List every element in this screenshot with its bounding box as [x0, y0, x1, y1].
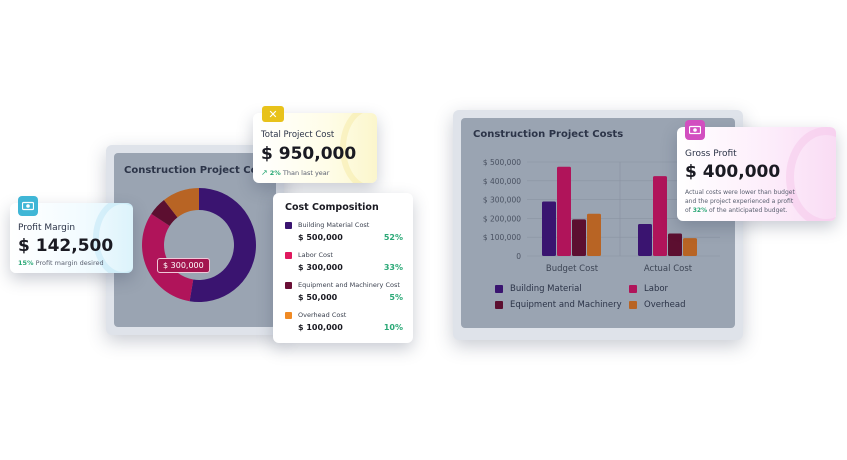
composition-item-name: Labor Cost [298, 251, 333, 259]
legend-swatch [285, 282, 292, 289]
gross-profit-note-3: of 32% of the anticipated budget. [685, 207, 787, 214]
card-decor [93, 203, 133, 273]
profit-margin-label: Profit Margin [18, 223, 76, 233]
bar-chart-title: Construction Project Costs [473, 129, 624, 140]
total-cost-label: Total Project Cost [261, 130, 335, 140]
total-cost-note-text: Than last year [282, 169, 330, 177]
composition-item-value: $ 300,000 [298, 263, 343, 272]
gross-profit-note-1: Actual costs were lower than budget [685, 189, 795, 196]
bar-labor-actual-cost[interactable] [653, 176, 667, 256]
legend-label: Overhead [644, 300, 686, 310]
card-decor [786, 127, 836, 221]
total-cost-trend: 2% [269, 169, 281, 177]
composition-item-value: $ 500,000 [298, 233, 343, 242]
total-cost-value: $ 950,000 [261, 144, 357, 164]
bar-building-material-budget-cost[interactable] [542, 201, 556, 256]
money-icon [18, 196, 38, 216]
composition-item-name: Building Material Cost [298, 221, 370, 229]
legend-swatch [285, 252, 292, 259]
legend-label: Equipment and Machinery [510, 300, 622, 310]
legend-swatch [629, 301, 637, 309]
profit-margin-note-text: Profit margin desired [35, 259, 104, 267]
legend-label: Labor [644, 284, 669, 294]
donut-slice-overhead[interactable] [163, 188, 199, 218]
bar-equipment-and-machinery-budget-cost[interactable] [572, 219, 586, 256]
y-tick-label: $ 100,000 [483, 233, 521, 242]
y-tick-label: $ 400,000 [483, 177, 521, 186]
composition-title: Cost Composition [285, 202, 379, 213]
legend-label: Building Material [510, 284, 582, 294]
donut-title: Construction Project Cost [124, 165, 269, 176]
cost-composition-card[interactable]: Cost Composition Building Material Cost … [273, 193, 413, 343]
gross-profit-note-2: and the project experienced a profit [685, 198, 794, 205]
donut-slice-equipment-and-machinery[interactable] [151, 200, 178, 226]
donut-slice-building-material[interactable] [189, 188, 257, 302]
bar-overhead-budget-cost[interactable] [587, 213, 601, 256]
trend-up-icon: ↗ [261, 168, 268, 177]
composition-item-value: $ 100,000 [298, 323, 343, 332]
total-cost-card[interactable]: Total Project Cost $ 950,000 ↗ 2% Than l… [253, 113, 377, 183]
legend-swatch [285, 312, 292, 319]
bar-labor-budget-cost[interactable] [557, 166, 571, 256]
legend-swatch [495, 285, 503, 293]
y-tick-label: $ 300,000 [483, 196, 521, 205]
profit-margin-note: 15% Profit margin desired [18, 259, 104, 267]
profit-margin-card[interactable]: Profit Margin $ 142,500 15% Profit margi… [10, 203, 133, 273]
donut-callout: $ 300,000 [157, 258, 210, 273]
legend-item: Building Material [495, 284, 582, 294]
composition-item-name: Equipment and Machinery Cost [298, 281, 400, 289]
money-icon [685, 120, 705, 140]
gross-profit-value: $ 400,000 [685, 162, 781, 182]
total-cost-note: ↗ 2% Than last year [261, 168, 329, 177]
bar-equipment-and-machinery-actual-cost[interactable] [668, 233, 682, 256]
gross-profit-pct: 32% [692, 207, 708, 214]
bar-building-material-actual-cost[interactable] [638, 224, 652, 256]
card-decor [340, 113, 377, 183]
composition-item-pct: 10% [383, 323, 403, 332]
legend-swatch [629, 285, 637, 293]
composition-item-pct: 52% [383, 233, 403, 242]
y-tick-label: $ 200,000 [483, 214, 521, 223]
y-tick-label: 0 [516, 252, 521, 261]
profit-margin-value: $ 142,500 [18, 236, 114, 256]
donut-slice-labor[interactable] [142, 213, 194, 302]
y-tick-label: $ 500,000 [483, 158, 521, 167]
composition-item-name: Overhead Cost [298, 311, 347, 319]
x-tick-label: Budget Cost [546, 264, 599, 274]
composition-item-pct: 5% [389, 293, 403, 302]
gross-profit-note-post: of the anticipated budget. [709, 207, 788, 214]
gross-profit-note-pre: of [685, 207, 691, 214]
x-tick-label: Actual Cost [644, 264, 693, 274]
legend-swatch [285, 222, 292, 229]
legend-item: Labor [629, 284, 668, 294]
bar-overhead-actual-cost[interactable] [683, 238, 697, 256]
legend-item: Equipment and Machinery [495, 300, 622, 310]
legend-swatch [495, 301, 503, 309]
profit-margin-pct: 15% [18, 259, 34, 267]
gross-profit-card[interactable]: Gross Profit $ 400,000 Actual costs were… [677, 127, 836, 221]
tools-icon: ✕ [262, 106, 284, 122]
gross-profit-label: Gross Profit [685, 149, 737, 159]
composition-item-pct: 33% [383, 263, 403, 272]
composition-item-value: $ 50,000 [298, 293, 338, 302]
legend-item: Overhead [629, 300, 686, 310]
